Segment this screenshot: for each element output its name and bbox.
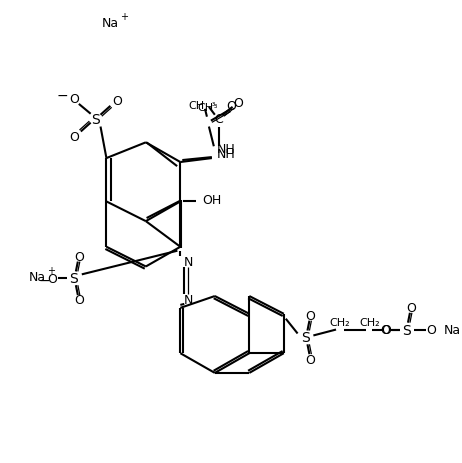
Text: O: O bbox=[305, 353, 316, 366]
Text: NH: NH bbox=[217, 147, 236, 160]
Text: O: O bbox=[69, 131, 79, 144]
Text: Na: Na bbox=[444, 323, 461, 336]
Text: S: S bbox=[70, 272, 78, 286]
Text: O: O bbox=[381, 323, 391, 336]
Text: S: S bbox=[402, 323, 411, 337]
Text: N: N bbox=[183, 294, 193, 307]
Text: Na: Na bbox=[29, 270, 46, 283]
Text: O: O bbox=[406, 302, 416, 315]
Text: S: S bbox=[301, 331, 310, 344]
Text: CH₂: CH₂ bbox=[330, 317, 350, 327]
Text: O: O bbox=[112, 95, 122, 108]
Text: N: N bbox=[183, 256, 193, 269]
Text: CH: CH bbox=[189, 100, 205, 111]
Text: NH: NH bbox=[217, 143, 236, 156]
Text: CH: CH bbox=[197, 103, 213, 113]
Text: +: + bbox=[47, 266, 55, 276]
Text: O: O bbox=[305, 310, 316, 323]
Text: CH₂: CH₂ bbox=[359, 317, 380, 327]
Text: O: O bbox=[74, 250, 84, 263]
Text: ₃: ₃ bbox=[211, 99, 214, 108]
Text: +: + bbox=[120, 12, 128, 22]
Text: O: O bbox=[233, 97, 243, 110]
Text: O: O bbox=[74, 294, 84, 307]
Text: −: − bbox=[38, 274, 50, 288]
Text: C: C bbox=[214, 113, 223, 126]
Text: Na: Na bbox=[102, 17, 119, 30]
Text: O: O bbox=[47, 272, 57, 285]
Text: O: O bbox=[69, 93, 79, 106]
Text: O: O bbox=[380, 323, 390, 336]
Text: O: O bbox=[427, 323, 437, 336]
Text: −: − bbox=[56, 89, 68, 103]
Text: OH: OH bbox=[202, 194, 221, 206]
Text: ₃: ₃ bbox=[213, 101, 217, 110]
Text: S: S bbox=[91, 113, 100, 126]
Text: O: O bbox=[227, 100, 237, 113]
